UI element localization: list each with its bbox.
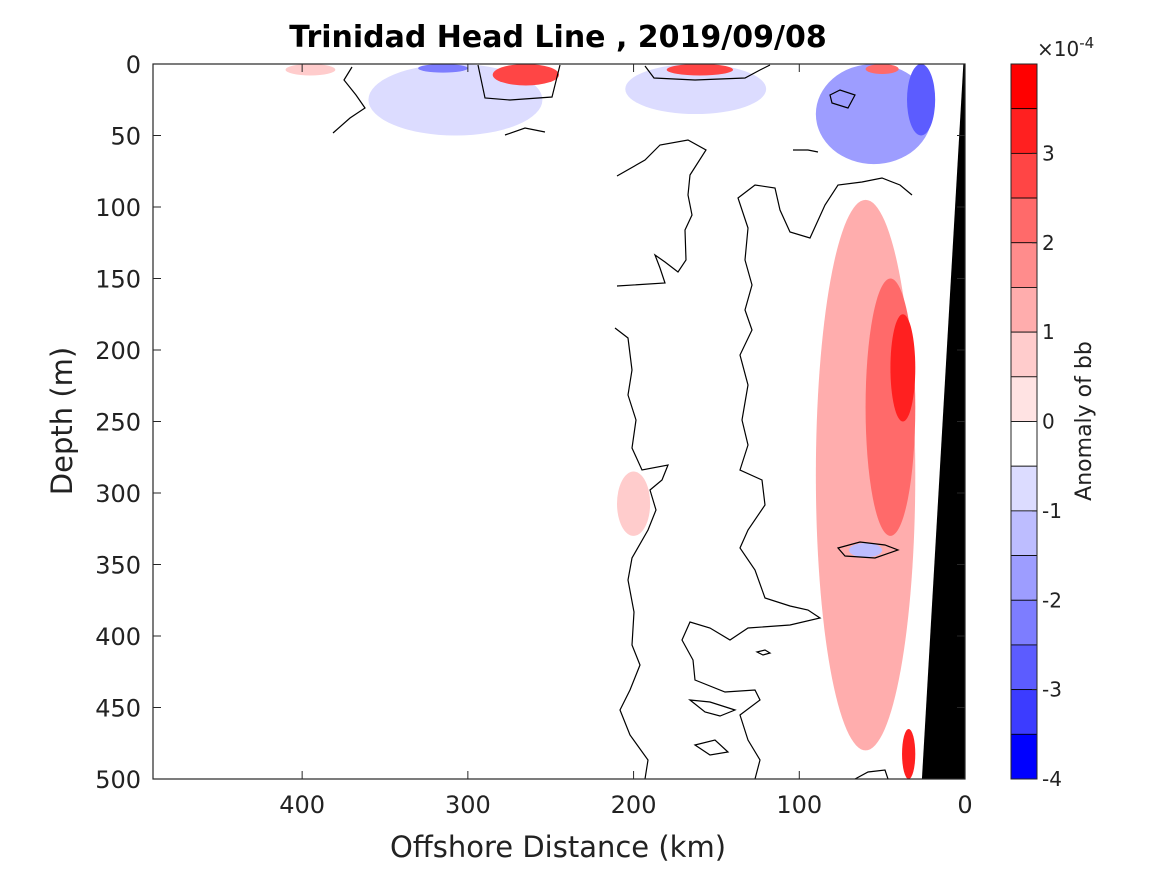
contour-line: [836, 541, 900, 559]
colorbar-band: [1010, 465, 1038, 512]
colorbar-band: [1010, 331, 1038, 378]
colorbar-band: [1010, 108, 1038, 154]
contour-line: [793, 149, 819, 153]
x-tick-label: 200: [611, 791, 657, 819]
anomaly-patch: [368, 64, 543, 136]
anomaly-patch: [617, 471, 651, 536]
contour-line: [681, 177, 913, 779]
y-tick-label: 400: [95, 623, 141, 651]
colorbar-band: [1010, 733, 1038, 780]
contour-line: [693, 739, 730, 756]
contour-line: [332, 66, 366, 134]
y-tick-label: 0: [126, 51, 141, 79]
anomaly-field: [285, 64, 936, 779]
colorbar-band: [1010, 152, 1038, 199]
colorbar-bands: [1010, 63, 1038, 780]
colorbar-exponent: ×10-4: [1037, 34, 1094, 61]
seafloor-bathymetry: [921, 64, 965, 779]
anomaly-patch: [865, 64, 899, 75]
colorbar-band: [1010, 242, 1038, 288]
chart-title: Trinidad Head Line , 2019/09/08: [289, 20, 826, 55]
contour-line: [829, 89, 856, 109]
colorbar-tick-label: 2: [1042, 231, 1055, 255]
axes-ticks: 400 300 200 100 0 0 50 100 150 200 250 300 350 400 450…: [95, 51, 972, 819]
colorbar-band: [1010, 376, 1038, 422]
anomaly-patch: [285, 64, 336, 76]
contour-line: [616, 139, 707, 287]
y-tick-label: 200: [95, 337, 141, 365]
colorbar-ticks: 3 2 1 0 -1 -2 -3 -4: [1032, 141, 1062, 791]
x-tick-label: 0: [957, 791, 972, 819]
colorbar-band: [1010, 421, 1038, 467]
colorbar-exponent-power: -4: [1079, 34, 1094, 52]
contour-line: [688, 699, 737, 717]
x-tick-label: 100: [776, 791, 822, 819]
anomaly-patch: [666, 64, 733, 76]
colorbar-exponent-base: ×10: [1037, 37, 1079, 61]
contour-line: [504, 127, 546, 136]
anomaly-patch: [890, 314, 916, 422]
y-tick-label: 150: [95, 266, 141, 294]
y-tick-label: 100: [95, 194, 141, 222]
colorbar-band: [1010, 63, 1038, 110]
colorbar-tick-label: -3: [1042, 678, 1062, 702]
y-tick-label: 250: [95, 409, 141, 437]
contour-line: [614, 327, 669, 779]
colorbar-tick-label: 1: [1042, 320, 1055, 344]
colorbar-band: [1010, 197, 1038, 244]
colorbar-band: [1010, 599, 1038, 646]
anomaly-patch: [815, 64, 932, 165]
colorbar-band: [1010, 287, 1038, 333]
colorbar-band: [1010, 510, 1038, 556]
contour-line: [755, 649, 772, 656]
colorbar-tick-label: -2: [1042, 588, 1062, 612]
colorbar-tick-label: -4: [1042, 767, 1062, 791]
colorbar-label: Anomaly of bb: [1072, 341, 1097, 501]
x-tick-label: 300: [445, 791, 491, 819]
x-axis-label: Offshore Distance (km): [390, 830, 726, 864]
colorbar-band: [1010, 689, 1038, 735]
y-tick-label: 500: [95, 766, 141, 794]
anomaly-patch: [492, 64, 559, 86]
anomaly-patch: [849, 543, 883, 558]
anomaly-patch: [902, 728, 916, 779]
colorbar-band: [1010, 555, 1038, 601]
contour-line: [854, 769, 889, 779]
x-tick-label: 400: [279, 791, 325, 819]
colorbar-tick-label: 0: [1042, 410, 1055, 434]
y-tick-label: 350: [95, 552, 141, 580]
anomaly-patch: [625, 64, 767, 115]
y-axis-label: Depth (m): [45, 347, 79, 495]
colorbar-band: [1010, 644, 1038, 691]
anomaly-patch: [907, 64, 936, 136]
plot-area: [153, 64, 965, 779]
zero-contours: [332, 64, 913, 779]
colorbar-tick-label: -1: [1042, 499, 1062, 523]
y-tick-label: 450: [95, 695, 141, 723]
contour-line: [644, 64, 771, 81]
y-tick-label: 50: [110, 123, 141, 151]
contour-line: [477, 64, 561, 101]
y-tick-label: 300: [95, 480, 141, 508]
anomaly-patch: [418, 64, 468, 73]
colorbar-tick-label: 3: [1042, 141, 1055, 165]
